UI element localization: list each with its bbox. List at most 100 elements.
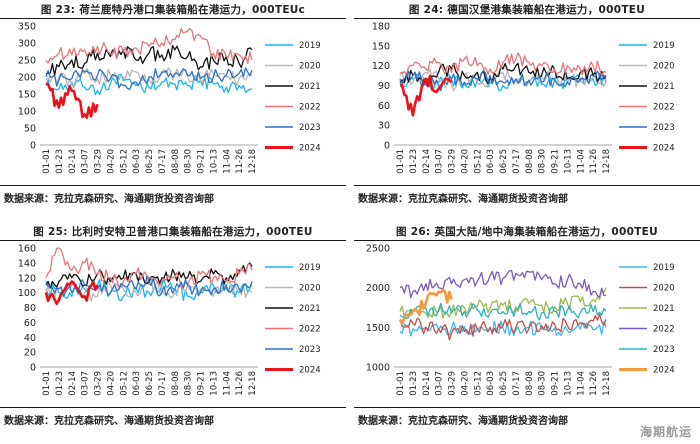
- x-tick-label: 01-01: [396, 149, 406, 174]
- x-tick-label: 07-17: [512, 371, 522, 396]
- x-tick-label: 08-30: [184, 149, 194, 174]
- x-tick-label: 10-13: [563, 149, 573, 174]
- chart-svg-hamburg: 0 30 60 90 120 150 180 01-01 01-23 02-14 03-07 03-2…: [372, 22, 675, 174]
- x-tick-label: 07-17: [158, 149, 168, 174]
- source-text: 数据来源：克拉克森研究、海通期货投资咨询部: [4, 194, 214, 205]
- chart-panel-rotterdam: 图 23: 荷兰鹿特丹港口集装箱船在港运力，000TEUc 0 50 100 150 2…: [0, 0, 346, 222]
- series-line-2024: [45, 82, 99, 119]
- series-line-2024: [398, 288, 453, 325]
- series-line-2020: [45, 278, 253, 302]
- y-tick-label: 80: [24, 303, 36, 314]
- series-line-2023: [45, 67, 253, 91]
- x-tick-label: 12-18: [602, 149, 612, 174]
- x-tick-label: 05-12: [473, 371, 483, 396]
- series-line-2024: [399, 74, 453, 117]
- x-tick-label: 10-13: [209, 149, 219, 174]
- legend-label-2022: 2022: [299, 325, 321, 335]
- legend-label-2022: 2022: [653, 103, 675, 113]
- x-tick-label: 08-30: [538, 371, 548, 396]
- legend-label-2021: 2021: [653, 82, 675, 92]
- source-text: 数据来源：克拉克森研究、海通期货投资咨询部: [4, 416, 214, 427]
- legend-label-2022: 2022: [299, 103, 321, 113]
- series-line-2022: [399, 269, 607, 299]
- chart-svg-rotterdam: 0 50 100 150 200 250 300 350 01-01 01-23 02-14 03-0…: [18, 22, 321, 174]
- series-line-2022: [399, 52, 607, 77]
- x-tick-label: 12-18: [602, 371, 612, 396]
- x-tick-label: 11-26: [589, 371, 599, 396]
- y-tick-label: 140: [18, 258, 36, 269]
- legend-label-2023: 2023: [299, 123, 321, 133]
- y-tick-label: 2500: [366, 244, 390, 255]
- legend-label-2023: 2023: [653, 123, 675, 133]
- source-text: 数据来源：克拉克森研究、海通期货投资咨询部: [358, 416, 568, 427]
- y-tick-label: 1000: [366, 363, 390, 374]
- x-tick-label: 01-23: [55, 149, 65, 174]
- series-line-2023: [45, 275, 253, 298]
- y-tick-label: 30: [378, 121, 390, 132]
- source-bar: 数据来源：克拉克森研究、海通期货投资咨询部: [0, 185, 346, 206]
- chart-title: 图 23: 荷兰鹿特丹港口集装箱船在港运力，000TEUc: [40, 4, 306, 16]
- series-line-2022: [45, 28, 253, 64]
- legend-label-2019: 2019: [653, 41, 675, 51]
- y-tick-label: 120: [372, 61, 390, 72]
- x-tick-label: 09-21: [197, 371, 207, 396]
- y-tick-label: 180: [372, 22, 390, 33]
- x-tick-label: 09-21: [551, 371, 561, 396]
- y-tick-label: 160: [18, 244, 36, 255]
- x-tick-label: 01-01: [396, 371, 406, 396]
- y-tick-label: 100: [18, 288, 36, 299]
- legend-label-2024: 2024: [653, 366, 675, 376]
- series-line-2021: [399, 287, 607, 319]
- x-tick-label: 03-07: [81, 149, 91, 174]
- x-tick-label: 10-13: [209, 371, 219, 396]
- y-tick-label: 100: [18, 107, 36, 118]
- series-line-2023: [399, 69, 607, 92]
- legend-label-2021: 2021: [299, 304, 321, 314]
- x-tick-label: 02-14: [422, 149, 432, 174]
- x-tick-label: 07-17: [158, 371, 168, 396]
- chart-title-bar: 图 24: 德国汉堡港集装箱船在港运力，000TEU: [354, 0, 700, 19]
- legend-label-2024: 2024: [299, 366, 321, 376]
- y-tick-label: 90: [378, 81, 390, 92]
- series-line-2024: [44, 280, 99, 306]
- series-line-2020: [399, 313, 607, 341]
- chart-title-bar: 图 25: 比利时安特卫普港口集装箱船在港运力，000TEU: [0, 222, 346, 241]
- chart-panel-uk-continent-med: 图 26: 英国大陆/地中海集装箱船在港运力，000TEU 1000 1500 20…: [354, 222, 700, 444]
- x-tick-label: 08-30: [538, 149, 548, 174]
- x-tick-label: 06-03: [486, 149, 496, 174]
- y-tick-label: 150: [18, 90, 36, 101]
- x-tick-label: 04-20: [106, 371, 116, 396]
- legend-label-2020: 2020: [653, 62, 675, 72]
- y-tick-label: 60: [378, 101, 390, 112]
- x-tick-label: 12-18: [248, 371, 258, 396]
- x-tick-label: 01-23: [55, 371, 65, 396]
- x-tick-label: 01-23: [409, 149, 419, 174]
- y-tick-label: 150: [372, 41, 390, 52]
- y-tick-label: 0: [30, 141, 36, 152]
- x-tick-label: 11-04: [222, 371, 232, 396]
- y-tick-label: 50: [24, 124, 36, 135]
- source-bar: 数据来源：克拉克森研究、海通期货投资咨询部: [354, 185, 700, 206]
- x-tick-label: 02-14: [68, 371, 78, 396]
- source-text: 数据来源：克拉克森研究、海通期货投资咨询部: [358, 194, 568, 205]
- x-tick-label: 07-17: [512, 149, 522, 174]
- x-tick-label: 06-25: [499, 371, 509, 396]
- chart-title: 图 25: 比利时安特卫普港口集装箱船在港运力，000TEU: [33, 226, 313, 238]
- x-tick-label: 06-25: [499, 149, 509, 174]
- x-tick-label: 11-26: [589, 149, 599, 174]
- x-tick-label: 03-07: [435, 149, 445, 174]
- x-tick-label: 01-01: [42, 371, 52, 396]
- y-tick-label: 200: [18, 73, 36, 84]
- x-tick-label: 08-08: [525, 371, 535, 396]
- x-tick-label: 10-13: [563, 371, 573, 396]
- y-tick-label: 300: [18, 39, 36, 50]
- x-tick-label: 02-14: [422, 371, 432, 396]
- x-tick-label: 08-30: [184, 371, 194, 396]
- x-tick-label: 11-26: [235, 371, 245, 396]
- chart-panel-hamburg: 图 24: 德国汉堡港集装箱船在港运力，000TEU 0 30 60 90 120 150…: [354, 0, 700, 222]
- y-tick-label: 60: [24, 318, 36, 329]
- x-tick-label: 09-21: [551, 149, 561, 174]
- series-line-2019: [45, 73, 253, 96]
- chart-title: 图 26: 英国大陆/地中海集装箱船在港运力，000TEU: [396, 226, 658, 238]
- x-tick-label: 05-12: [119, 371, 129, 396]
